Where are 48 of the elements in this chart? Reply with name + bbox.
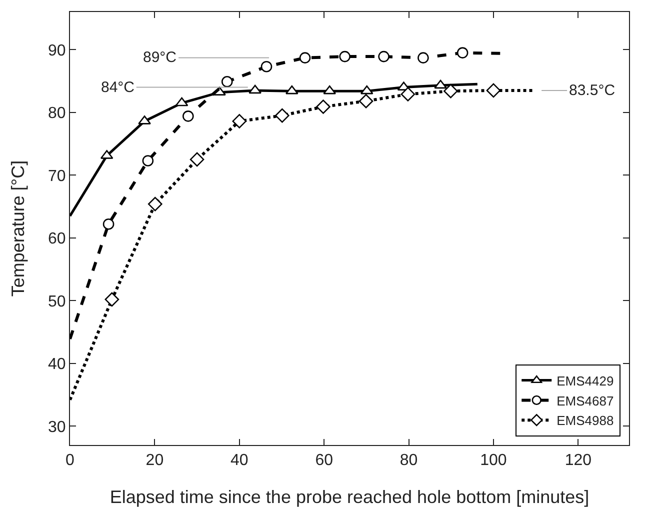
y-tick-label: 50 [48, 293, 66, 310]
point [232, 114, 247, 128]
x-tick-label: 0 [66, 452, 75, 470]
legend-label: EMS4988 [556, 413, 614, 428]
x-tick-label: 100 [480, 452, 507, 470]
x-tick-label: 80 [400, 452, 418, 470]
point [323, 85, 336, 94]
point [486, 83, 501, 98]
y-axis-title: Temperature [°C] [8, 160, 28, 297]
annotation: 84°C [101, 79, 135, 96]
point [299, 52, 311, 64]
point [360, 85, 374, 94]
point [444, 84, 458, 98]
point [456, 47, 468, 58]
x-axis-title: Elapsed time since the probe reached hole bottom [minutes] [110, 487, 590, 507]
legend-label: EMS4429 [556, 373, 614, 388]
point [104, 292, 120, 307]
legend-label: EMS4687 [556, 393, 614, 408]
x-tick-label: 40 [230, 452, 248, 470]
point [316, 100, 330, 114]
y-tick-label: 70 [48, 168, 66, 185]
point [190, 152, 204, 167]
point [378, 50, 390, 62]
point [400, 87, 416, 102]
y-tick-label: 90 [48, 42, 66, 60]
point [260, 60, 272, 72]
annotation: 83.5°C [569, 82, 616, 99]
point [275, 108, 290, 123]
point [418, 52, 429, 64]
y-tick-label: 80 [48, 105, 66, 122]
point [358, 94, 374, 108]
y-tick-label: 60 [48, 230, 66, 248]
y-tick-label: 40 [48, 356, 66, 374]
point [102, 218, 114, 230]
x-tick-label: 60 [315, 452, 334, 470]
x-tick-label: 20 [146, 452, 164, 470]
point [142, 155, 154, 166]
point [221, 76, 233, 88]
point [434, 80, 447, 89]
point [285, 85, 298, 94]
annotation: 89°C [143, 49, 177, 66]
point [248, 84, 262, 94]
y-tick-label: 30 [48, 418, 66, 436]
point [339, 50, 350, 62]
point [148, 196, 162, 212]
point [182, 110, 194, 122]
point [175, 97, 188, 106]
x-tick-label: 120 [564, 452, 592, 470]
